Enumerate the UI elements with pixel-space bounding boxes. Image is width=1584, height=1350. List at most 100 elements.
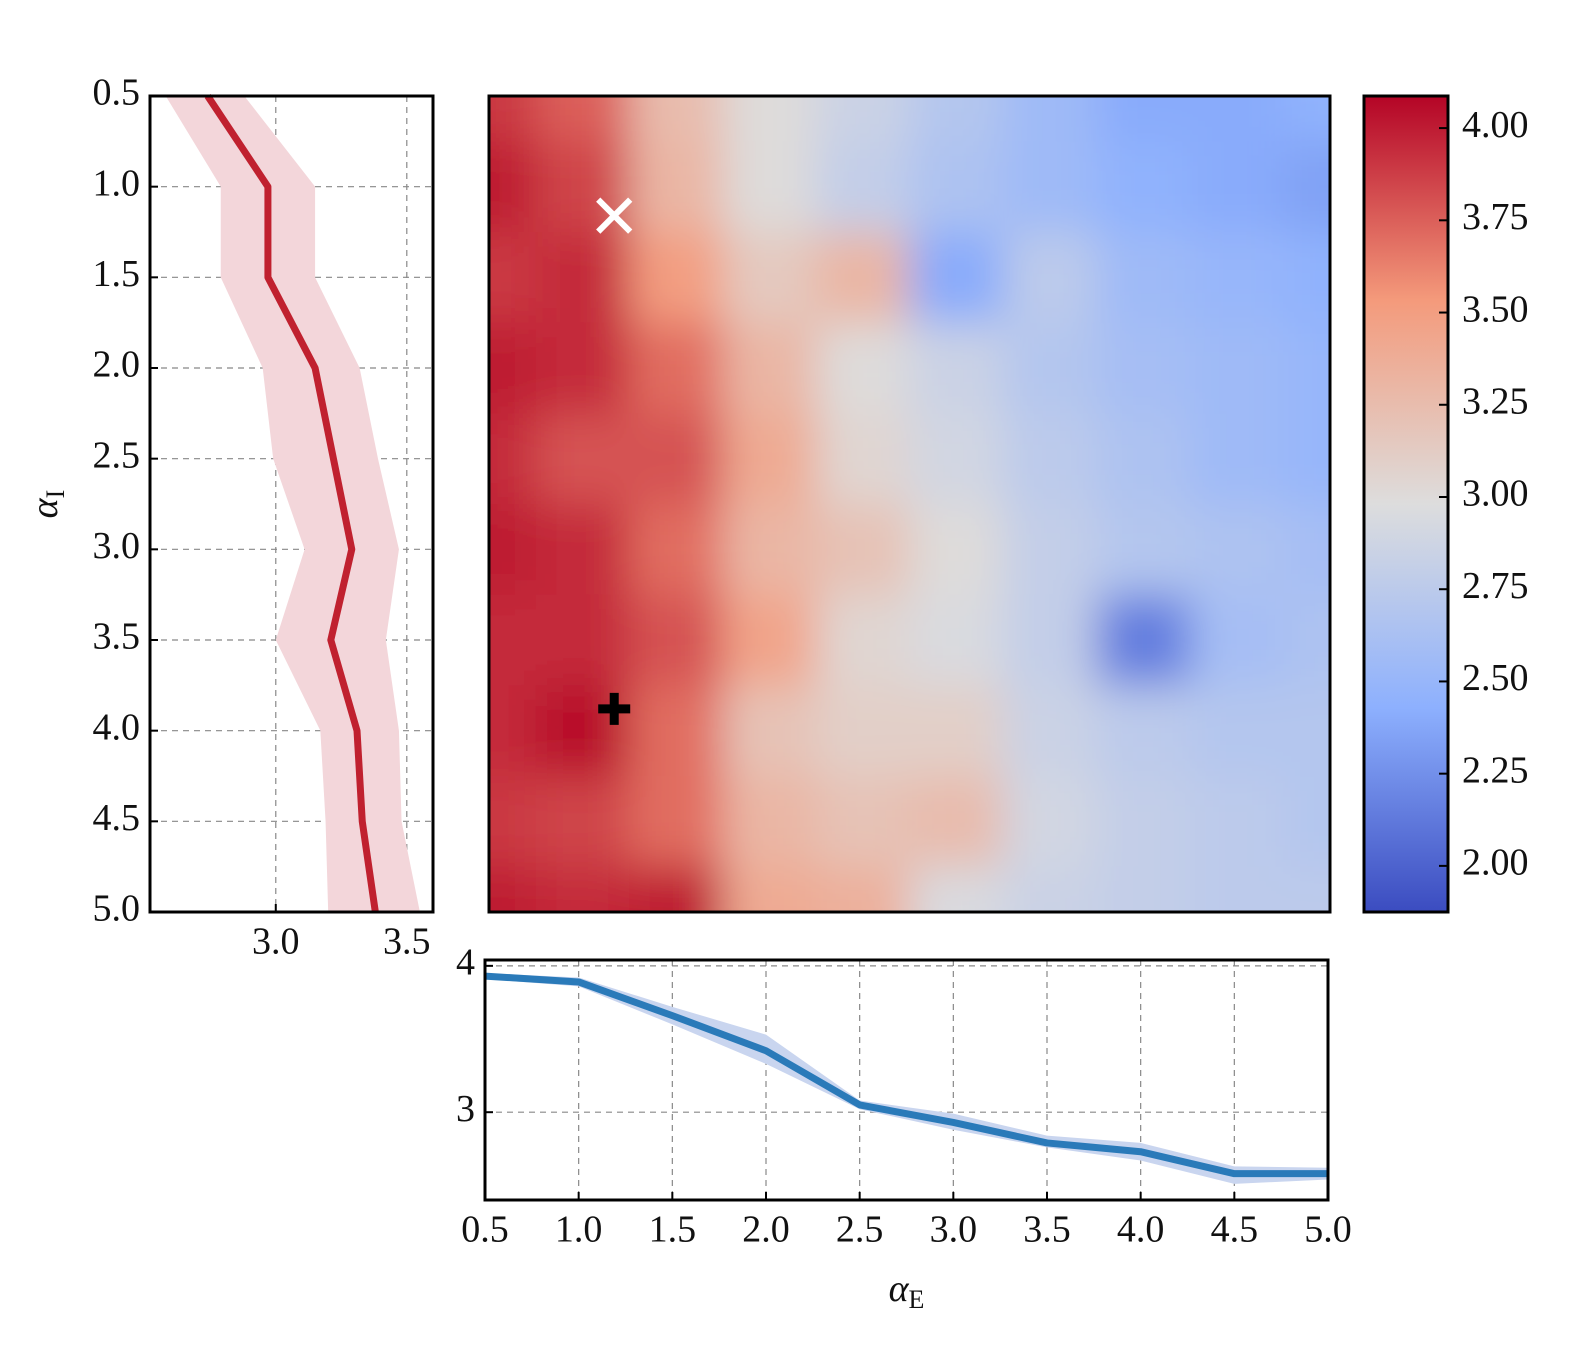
heatmap-cell bbox=[1002, 413, 1097, 505]
heatmap-cell bbox=[489, 504, 537, 596]
heatmap-cell bbox=[629, 504, 724, 596]
x-tick-label: 0.5 bbox=[461, 1209, 509, 1251]
y-tick-label: 0.5 bbox=[93, 72, 141, 114]
colorbar-tick-label: 2.00 bbox=[1462, 842, 1529, 884]
heatmap-cell bbox=[722, 96, 817, 142]
heatmap-cell bbox=[629, 96, 724, 142]
heatmap-cell bbox=[535, 232, 630, 324]
colorbar-tick-label: 3.25 bbox=[1462, 380, 1529, 422]
heatmap-cell bbox=[535, 322, 630, 414]
heatmap-cell bbox=[1002, 322, 1097, 414]
heatmap-cell bbox=[1002, 685, 1097, 777]
heatmap-cell bbox=[489, 322, 537, 414]
heatmap-cell bbox=[909, 232, 1004, 324]
heatmap-cell bbox=[489, 141, 537, 233]
heatmap-cell bbox=[1096, 232, 1191, 324]
confidence-band bbox=[165, 96, 420, 912]
heatmap-cell bbox=[722, 413, 817, 505]
heatmap-cell bbox=[1096, 685, 1191, 777]
heatmap-cell bbox=[909, 504, 1004, 596]
y-tick-label: 3.0 bbox=[93, 525, 141, 567]
heatmap-cell bbox=[1189, 141, 1284, 233]
axis-label-symbol: α bbox=[889, 1268, 910, 1310]
heatmap-cell bbox=[1283, 685, 1330, 777]
y-tick-label: 1.0 bbox=[93, 162, 141, 204]
heatmap-cell bbox=[909, 685, 1004, 777]
axis-label-subscript: E bbox=[909, 1285, 925, 1314]
colorbar-tick-label: 2.50 bbox=[1462, 657, 1529, 699]
axis-label: αE bbox=[889, 1268, 925, 1314]
heatmap-cell bbox=[722, 594, 817, 686]
mean-line bbox=[204, 94, 379, 913]
heatmap-cell bbox=[1002, 866, 1097, 912]
heatmap-cell bbox=[535, 413, 630, 505]
y-tick-label: 3 bbox=[456, 1088, 475, 1130]
heatmap-cell bbox=[722, 866, 817, 912]
heatmap-cell bbox=[1002, 141, 1097, 233]
heatmap-cell bbox=[722, 322, 817, 414]
heatmap-cell bbox=[909, 141, 1004, 233]
mean-line bbox=[484, 972, 1328, 1178]
colorbar-frame bbox=[1362, 94, 1450, 914]
heatmap-cell bbox=[535, 776, 630, 868]
heatmap-cell bbox=[722, 232, 817, 324]
heatmap-cell bbox=[909, 776, 1004, 868]
y-tick-label: 5.0 bbox=[93, 888, 141, 930]
heatmap-cell bbox=[489, 96, 537, 142]
heatmap-cell bbox=[816, 141, 910, 233]
heatmap-cell bbox=[1283, 504, 1330, 596]
heatmap-cell bbox=[1283, 413, 1330, 505]
heatmap-cell bbox=[1096, 322, 1191, 414]
axis-label-subscript: I bbox=[41, 490, 70, 499]
heatmap-cell bbox=[1283, 322, 1330, 414]
heatmap-cell bbox=[1096, 594, 1191, 686]
heatmap-cell bbox=[535, 96, 630, 142]
heatmap-cell bbox=[629, 776, 724, 868]
heatmap-cell bbox=[629, 866, 724, 912]
heatmap-cell bbox=[1189, 232, 1284, 324]
heatmap-cells bbox=[489, 96, 1330, 912]
heatmap-cell bbox=[629, 413, 724, 505]
x-tick-label: 4.5 bbox=[1211, 1209, 1259, 1251]
heatmap-cell bbox=[629, 232, 724, 324]
colorbar-tick-label: 3.00 bbox=[1462, 473, 1529, 515]
heatmap-cell bbox=[1002, 504, 1097, 596]
heatmap-cell bbox=[1002, 96, 1097, 142]
x-tick-label: 3.0 bbox=[930, 1209, 978, 1251]
heatmap-cell bbox=[1189, 776, 1284, 868]
colorbar-tick-label: 2.75 bbox=[1462, 565, 1529, 607]
x-tick-label: 2.0 bbox=[742, 1209, 790, 1251]
heatmap-cell bbox=[816, 776, 910, 868]
heatmap-cell bbox=[629, 685, 724, 777]
heatmap-cell bbox=[1283, 776, 1330, 868]
x-tick-label: 4.0 bbox=[1117, 1209, 1165, 1251]
heatmap-cell bbox=[1189, 504, 1284, 596]
heatmap-cell bbox=[535, 594, 630, 686]
x-tick-label: 3.5 bbox=[1023, 1209, 1071, 1251]
heatmap-cell bbox=[816, 96, 910, 142]
heatmap-clip bbox=[489, 96, 1330, 912]
axes-frame bbox=[148, 94, 435, 914]
y-tick-label: 3.5 bbox=[93, 616, 141, 658]
heatmap-cell bbox=[816, 322, 910, 414]
heatmap-cell bbox=[1002, 232, 1097, 324]
y-tick-label: 1.5 bbox=[93, 253, 141, 295]
heatmap-cell bbox=[909, 96, 1004, 142]
heatmap-cell bbox=[1096, 504, 1191, 596]
y-tick-label: 2.5 bbox=[93, 434, 141, 476]
heatmap-cell bbox=[1283, 232, 1330, 324]
heatmap-cell bbox=[629, 322, 724, 414]
heatmap-cell bbox=[909, 413, 1004, 505]
axes-frame bbox=[487, 94, 1332, 914]
heatmap-cell bbox=[722, 141, 817, 233]
heatmap-cell bbox=[722, 504, 817, 596]
heatmap-cell bbox=[1283, 141, 1330, 233]
y-tick-label: 4 bbox=[456, 942, 475, 984]
axis-label-symbol: α bbox=[24, 497, 66, 518]
heatmap-cell bbox=[535, 866, 630, 912]
heatmap-cell bbox=[816, 685, 910, 777]
axes-frame bbox=[483, 958, 1330, 1202]
marker bbox=[598, 692, 631, 725]
heatmap-cell bbox=[1002, 776, 1097, 868]
